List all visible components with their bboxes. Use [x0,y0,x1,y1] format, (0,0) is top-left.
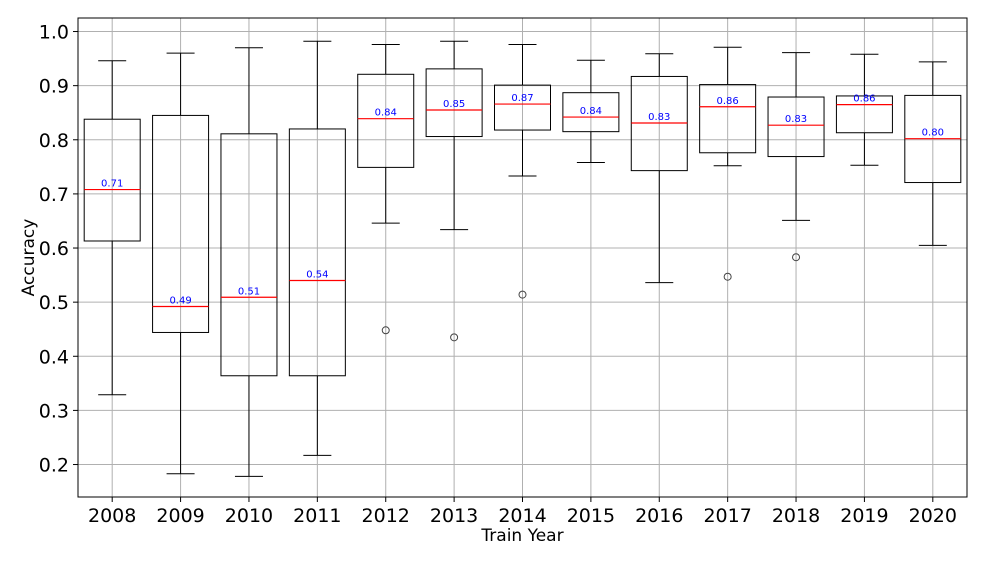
outlier-point [723,272,732,281]
box-2018: 0.83 [767,52,825,262]
median-value-label: 0.51 [238,286,260,297]
y-tick-label: 0.5 [39,292,69,314]
iqr-box [152,114,210,333]
median-value-label: 0.54 [306,270,328,281]
median-value-label: 0.86 [853,94,875,105]
iqr-box [767,96,825,158]
x-tick-label: 2008 [88,505,136,527]
x-tick-label: 2014 [498,505,546,527]
box-2013: 0.85 [425,40,483,342]
x-tick-label: 2009 [156,505,204,527]
y-tick-label: 0.3 [39,400,69,422]
median-value-label: 0.85 [443,99,465,110]
iqr-box [562,92,620,133]
y-tick-label: 0.8 [39,130,69,152]
axis-ticks: 0.2 0.3 0.4 0.5 0.6 0.7 0.8 0.9 1.0 2008 2009 2010 2… [39,22,957,527]
outlier-point [381,326,390,335]
x-tick-label: 2016 [635,505,683,527]
outlier-point [792,253,801,262]
x-tick-label: 2017 [703,505,751,527]
x-tick-label: 2020 [909,505,957,527]
x-axis-title: Train Year [480,526,563,546]
iqr-box [835,95,893,134]
box-2014: 0.87 [494,44,551,299]
median-value-label: 0.49 [169,295,191,306]
median-value-label: 0.80 [922,128,944,139]
x-tick-label: 2018 [772,505,820,527]
outlier-point [518,290,527,299]
iqr-box [699,84,757,154]
y-tick-label: 0.7 [39,184,69,206]
median-value-label: 0.86 [717,96,739,107]
median-value-label: 0.83 [785,114,807,125]
outlier-point [450,333,459,342]
x-tick-label: 2019 [840,505,888,527]
box-series: 0.71 0.49 0.51 0.54 0.84 0.85 0.87 0.84 0.83 0.86… [83,40,962,477]
median-value-label: 0.84 [375,108,397,119]
x-tick-label: 2013 [430,505,478,527]
box-2015: 0.84 [562,59,620,164]
x-tick-label: 2012 [362,505,410,527]
median-value-label: 0.84 [580,106,602,117]
box-2008: 0.71 [83,60,141,396]
y-tick-label: 1.0 [39,22,69,44]
y-tick-label: 0.2 [39,455,69,477]
iqr-box [357,73,415,168]
iqr-box [288,128,346,377]
y-tick-label: 0.9 [39,76,69,98]
box-2009: 0.49 [152,52,210,475]
box-2016: 0.83 [630,53,688,284]
iqr-box [425,68,483,138]
median-value-label: 0.83 [648,112,670,123]
y-tick-label: 0.6 [39,238,69,260]
grid-lines [78,18,967,497]
x-tick-label: 2015 [567,505,615,527]
box-2017: 0.86 [699,46,757,281]
x-tick-label: 2010 [225,505,273,527]
median-value-label: 0.87 [511,93,533,104]
y-tick-label: 0.4 [39,346,69,368]
box-2012: 0.84 [357,44,415,335]
box-2020: 0.80 [904,61,962,246]
x-tick-label: 2011 [293,505,341,527]
median-value-label: 0.71 [101,179,123,190]
iqr-box [494,84,551,131]
y-axis-title: Accuracy [19,219,39,297]
iqr-box [83,118,141,242]
box-2019: 0.86 [835,53,893,166]
iqr-box [220,133,278,377]
box-2011: 0.54 [288,40,346,456]
box-2010: 0.51 [220,47,278,477]
